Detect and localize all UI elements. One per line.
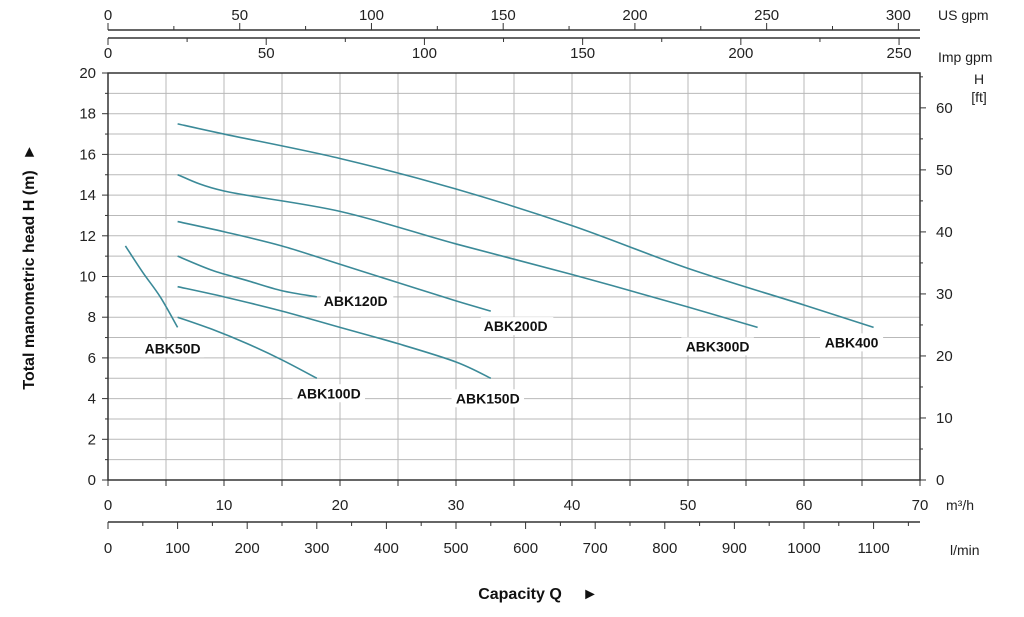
curve-abk120d — [177, 255, 317, 298]
curve-abk300d — [177, 173, 758, 329]
y-tick-label: 0 — [88, 472, 96, 489]
curve-label-abk150d: ABK150D — [456, 390, 520, 406]
curve-label-abk400: ABK400 — [825, 334, 879, 350]
y-tick-label: 8 — [88, 309, 96, 326]
l-min-tick-label: 0 — [104, 540, 112, 557]
y-tick-label: 20 — [79, 65, 96, 82]
right-tick-label: 50 — [936, 162, 953, 179]
grid — [107, 72, 921, 481]
right-unit-label-ft: [ft] — [971, 89, 987, 105]
l-min-tick-label: 1100 — [857, 540, 889, 557]
right-tick-label: 60 — [936, 100, 953, 117]
imp-gpm-tick-label: 50 — [258, 45, 275, 62]
y-axis-title: Total manometric head H (m) — [21, 170, 38, 389]
curve-abk400 — [177, 123, 874, 329]
right-tick-label: 40 — [936, 224, 953, 241]
curve-label-abk200d: ABK200D — [484, 318, 548, 334]
curve-label-bg — [320, 291, 394, 310]
top2-unit-label: Imp gpm — [938, 49, 992, 65]
us-gpm-tick-label: 100 — [359, 7, 384, 24]
curve-abk150d — [177, 285, 492, 379]
x-tick-label: 10 — [216, 497, 233, 514]
y-tick-label: 18 — [79, 106, 96, 123]
curve-label-bg — [820, 333, 884, 352]
y-axis-title-arrow: ► — [21, 144, 38, 160]
l-min-tick-label: 200 — [235, 540, 260, 557]
x-tick-label: 60 — [796, 497, 813, 514]
imp-gpm-tick-label: 0 — [104, 45, 112, 62]
l-min-tick-label: 600 — [513, 540, 538, 557]
curve-label-bg — [681, 337, 754, 356]
right-tick-label: 10 — [936, 410, 953, 427]
x-tick-label: 70 — [912, 497, 929, 514]
x-tick-label: 50 — [680, 497, 697, 514]
us-gpm-tick-label: 300 — [886, 7, 911, 24]
x-tick-label: 30 — [448, 497, 465, 514]
curve-labels: ABK50D ABK100D ABK120D ABK150D ABK200D ABK300… — [141, 291, 884, 408]
l-min-tick-label: 100 — [165, 540, 190, 557]
l-min-tick-label: 1000 — [787, 540, 820, 557]
y-tick-label: 12 — [79, 228, 96, 245]
l-min-tick-label: 700 — [583, 540, 608, 557]
x-unit-label: m³/h — [946, 497, 974, 513]
curve-label-bg — [451, 389, 525, 408]
l-min-tick-label: 400 — [374, 540, 399, 557]
curve-label-abk100d: ABK100D — [297, 385, 361, 401]
curve-label-bg — [292, 384, 366, 403]
y-tick-label: 14 — [79, 187, 96, 204]
curve-abk200d — [177, 220, 492, 312]
right-tick-label: 30 — [936, 286, 953, 303]
l-min-tick-label: 300 — [304, 540, 329, 557]
x-axis-title-arrow: ► — [582, 586, 598, 603]
y-tick-label: 10 — [79, 269, 96, 286]
curve-abk100d — [177, 316, 318, 379]
right-unit-label-h: H — [974, 71, 984, 87]
curve-label-bg — [480, 317, 554, 336]
us-gpm-tick-label: 200 — [622, 7, 647, 24]
imp-gpm-tick-label: 150 — [570, 45, 595, 62]
us-gpm-tick-label: 50 — [231, 7, 248, 24]
x-tick-label: 40 — [564, 497, 581, 514]
right-tick-label: 0 — [936, 472, 944, 489]
curve-label-bg — [141, 339, 205, 358]
y-tick-label: 6 — [88, 350, 96, 367]
y-tick-label: 4 — [88, 391, 96, 408]
y-tick-label: 16 — [79, 146, 96, 163]
top1-unit-label: US gpm — [938, 7, 989, 23]
imp-gpm-tick-label: 250 — [887, 45, 912, 62]
l-min-tick-label: 900 — [722, 540, 747, 557]
right-tick-label: 20 — [936, 348, 953, 365]
curves — [124, 123, 874, 379]
x-tick-label: 0 — [104, 497, 112, 514]
imp-gpm-tick-label: 200 — [728, 45, 753, 62]
curve-abk50d — [124, 245, 179, 328]
y-tick-label: 2 — [88, 431, 96, 448]
us-gpm-tick-label: 150 — [491, 7, 516, 24]
x-tick-label: 20 — [332, 497, 349, 514]
curve-label-abk50d: ABK50D — [145, 340, 201, 356]
l-min-tick-label: 500 — [443, 540, 468, 557]
imp-gpm-tick-label: 100 — [412, 45, 437, 62]
x-axis-title: Capacity Q — [478, 586, 562, 603]
bottom2-unit-label: l/min — [950, 542, 980, 558]
curve-label-abk300d: ABK300D — [686, 338, 750, 354]
us-gpm-tick-label: 0 — [104, 7, 112, 24]
curve-label-abk120d: ABK120D — [324, 293, 388, 309]
l-min-tick-label: 800 — [652, 540, 677, 557]
us-gpm-tick-label: 250 — [754, 7, 779, 24]
